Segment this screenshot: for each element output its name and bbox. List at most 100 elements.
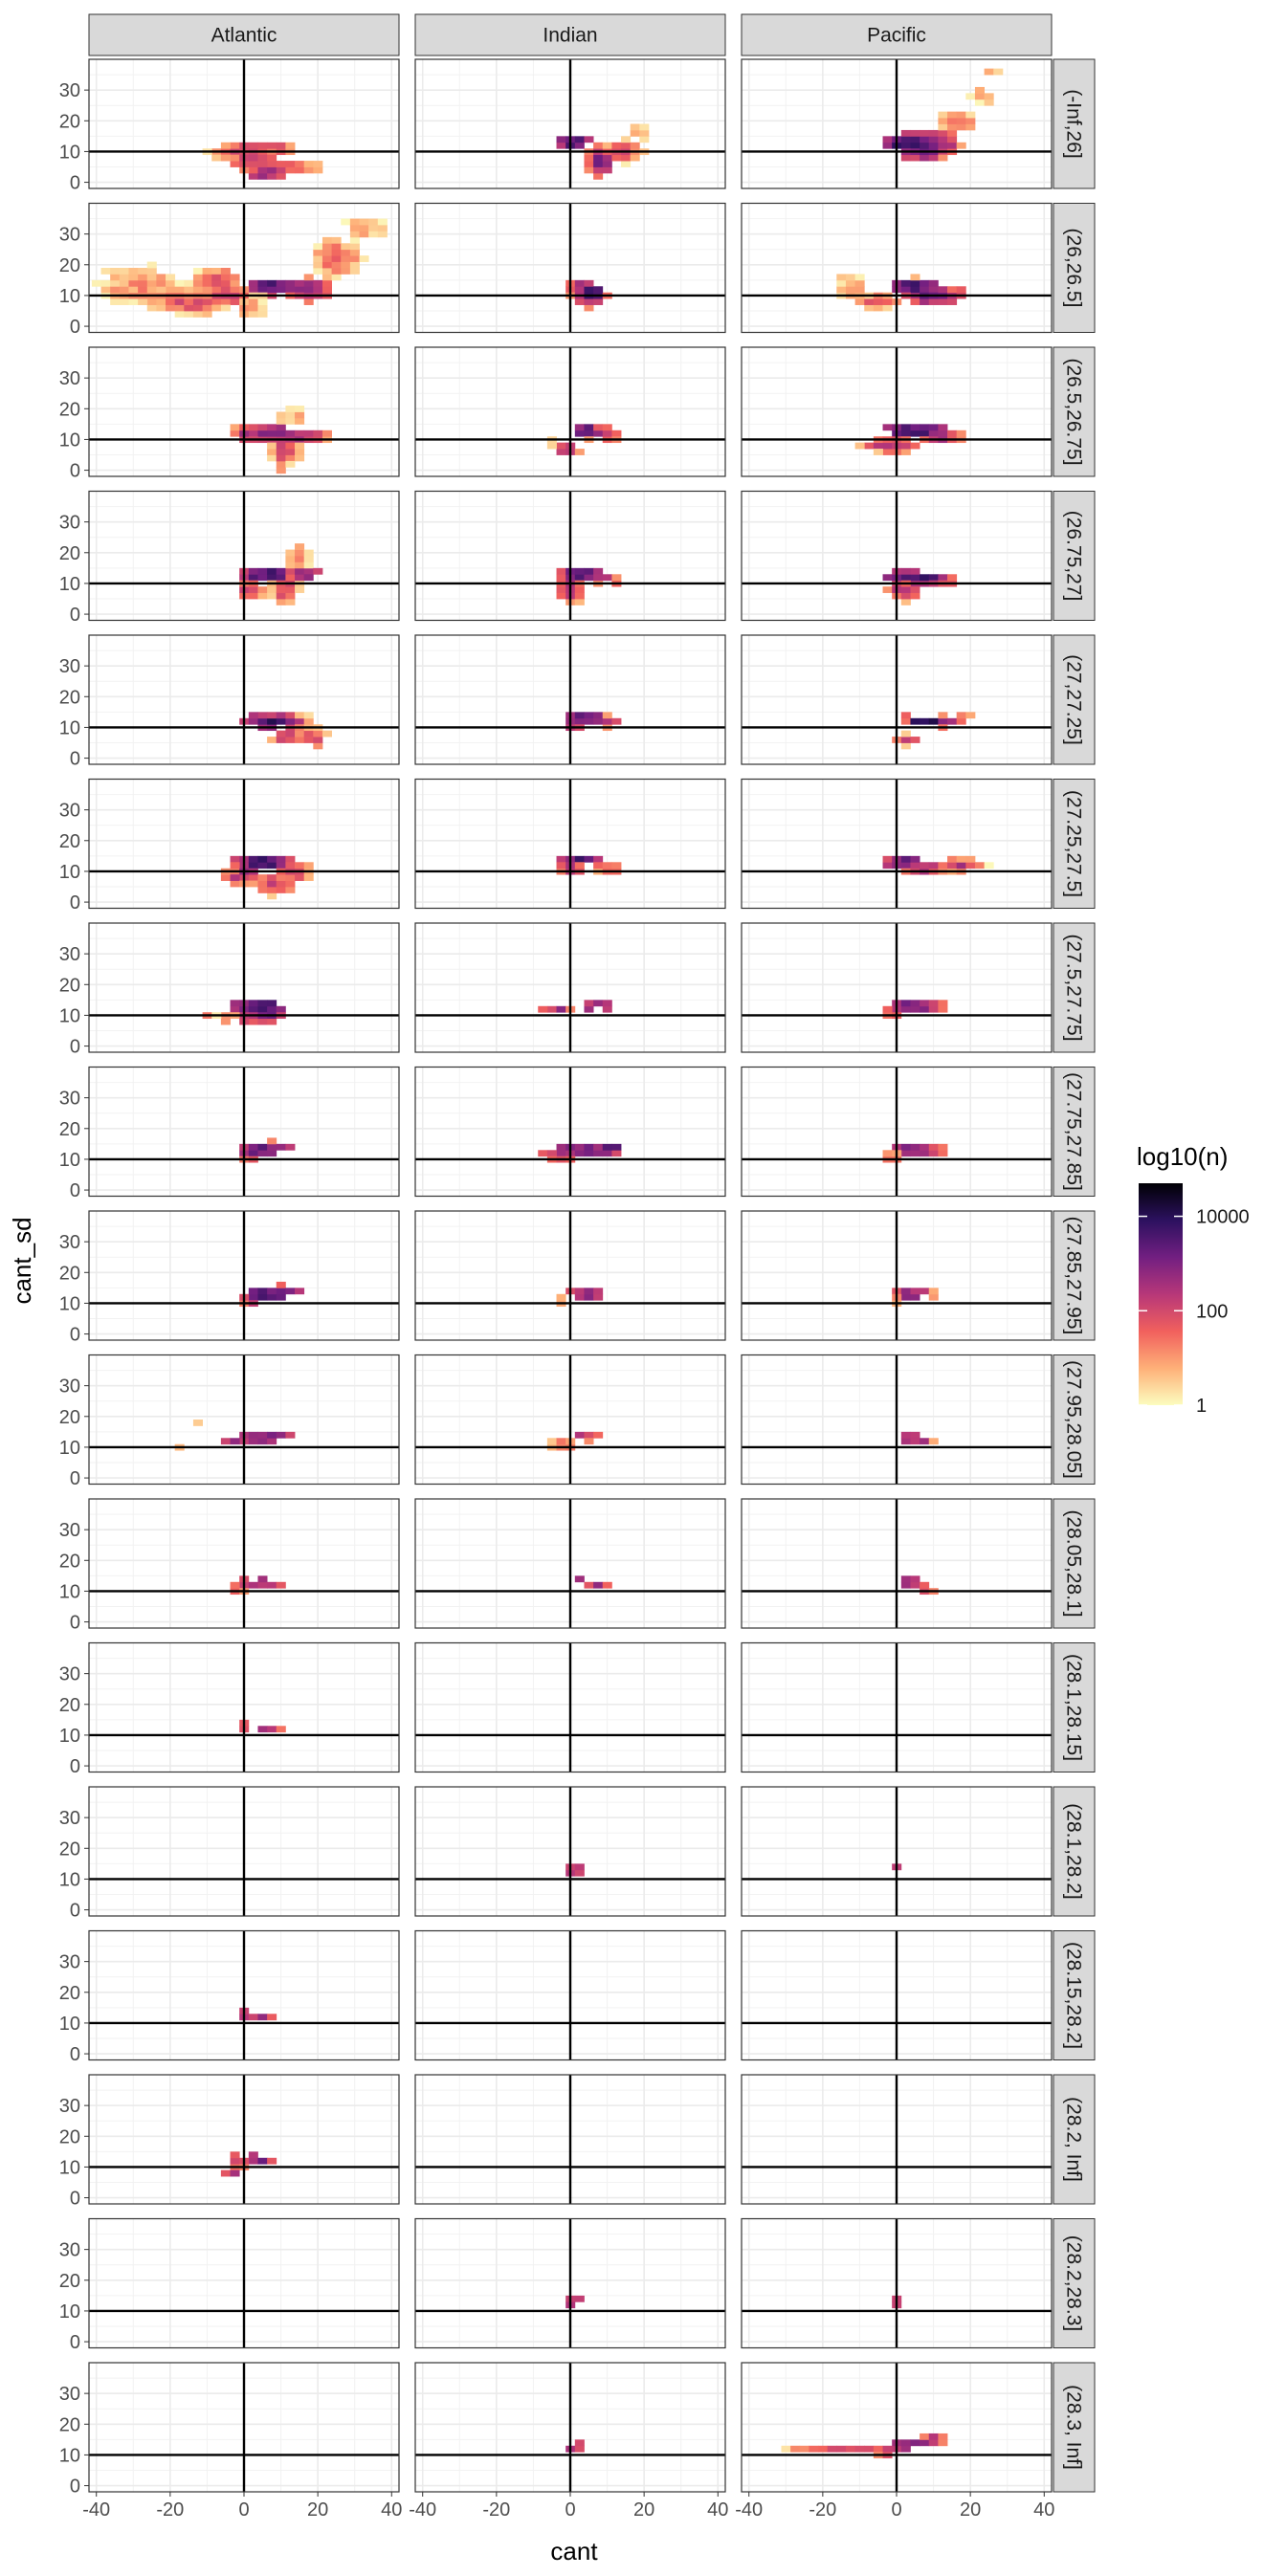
heatmap-tile	[621, 161, 632, 167]
heatmap-tile	[910, 154, 920, 162]
heatmap-tile	[313, 742, 323, 750]
heatmap-tile	[295, 406, 305, 412]
x-tick-label: 0	[891, 2499, 901, 2521]
y-tick-label: 10	[59, 142, 80, 163]
heatmap-tile	[257, 887, 268, 893]
y-tick-label: 0	[70, 1468, 80, 1489]
heatmap-tile	[184, 298, 194, 305]
heatmap-tile	[956, 123, 966, 131]
legend-label: 100	[1196, 1301, 1228, 1322]
heatmap-tile	[873, 298, 883, 305]
heatmap-tile	[285, 1431, 296, 1439]
heatmap-tile	[119, 298, 129, 305]
heatmap-tile	[211, 279, 222, 287]
heatmap-tile	[910, 424, 920, 431]
heatmap-tile	[184, 279, 194, 287]
heatmap-tile	[230, 2157, 240, 2165]
heatmap-tile	[156, 286, 166, 294]
heatmap-tile	[313, 261, 323, 269]
heatmap-tile	[947, 118, 958, 124]
y-tick-label: 20	[59, 2126, 80, 2147]
heatmap-tile	[220, 1018, 231, 1025]
heatmap-tile	[938, 1143, 948, 1151]
y-tick-label: 20	[59, 1838, 80, 1860]
heatmap-tile	[938, 298, 948, 305]
facet-panel	[88, 1786, 400, 1917]
facet-panel	[88, 1498, 400, 1629]
heatmap-tile	[928, 286, 939, 294]
heatmap-tile	[781, 2445, 791, 2453]
heatmap-tile	[128, 268, 139, 275]
heatmap-tile	[928, 1150, 939, 1157]
heatmap-tile	[276, 592, 286, 600]
heatmap-tile	[230, 274, 240, 281]
heatmap-tile	[230, 874, 240, 881]
heatmap-tile	[900, 429, 911, 437]
heatmap-tile	[267, 712, 277, 719]
y-tick-label: 30	[59, 1664, 80, 1685]
heatmap-tile	[574, 279, 585, 287]
heatmap-tile	[303, 161, 314, 167]
heatmap-tile	[257, 1288, 268, 1295]
y-tick-label: 30	[59, 1232, 80, 1253]
heatmap-tile	[938, 286, 948, 294]
heatmap-tile	[900, 2445, 911, 2453]
heatmap-tile	[257, 172, 268, 180]
heatmap-tile	[910, 274, 920, 281]
heatmap-tile	[910, 298, 920, 305]
heatmap-tile	[836, 286, 847, 294]
x-tick-label: 40	[707, 2499, 728, 2521]
heatmap-tile	[248, 1438, 258, 1445]
facet-panel	[414, 2362, 726, 2493]
heatmap-tile	[119, 268, 129, 275]
panel-border	[414, 2217, 726, 2349]
heatmap-tile	[574, 1431, 585, 1439]
column-strip-pacific: Pacific	[741, 13, 1053, 56]
heatmap-tile	[257, 855, 268, 863]
heatmap-tile	[584, 154, 594, 162]
x-tick-label: -20	[809, 2499, 836, 2521]
heatmap-tile	[574, 1143, 585, 1151]
heatmap-tile	[984, 862, 994, 870]
heatmap-tile	[257, 567, 268, 575]
heatmap-tile	[267, 1288, 277, 1295]
heatmap-tile	[295, 279, 305, 287]
heatmap-tile	[230, 1000, 240, 1007]
heatmap-tile	[974, 99, 985, 106]
heatmap-tile	[257, 862, 268, 870]
heatmap-tile	[267, 887, 277, 893]
heatmap-tile	[845, 2445, 855, 2453]
heatmap-tile	[900, 1575, 911, 1583]
heatmap-tile	[276, 1431, 286, 1439]
heatmap-tile	[556, 592, 566, 600]
heatmap-tile	[220, 1438, 231, 1445]
heatmap-tile	[341, 249, 351, 256]
facet-panel	[414, 2074, 726, 2205]
panel-border	[88, 1786, 400, 1917]
panel-border	[741, 922, 1053, 1053]
panels-layer	[88, 58, 1053, 2493]
heatmap-tile	[900, 142, 911, 149]
row-strip-label: (-Inf,26]	[1063, 89, 1085, 158]
heatmap-tile	[257, 586, 268, 593]
panel-border	[414, 58, 726, 189]
y-tick-label: 20	[59, 255, 80, 276]
heatmap-tile	[854, 279, 865, 287]
heatmap-tile	[285, 737, 296, 743]
heatmap-tile	[138, 286, 148, 294]
heatmap-tile	[146, 274, 157, 281]
heatmap-tile	[257, 1726, 268, 1733]
heatmap-tile	[928, 1293, 939, 1301]
heatmap-tile	[128, 274, 139, 281]
heatmap-tile	[138, 274, 148, 281]
heatmap-tile	[267, 874, 277, 881]
panel-border	[414, 2074, 726, 2205]
heatmap-tile	[809, 2445, 819, 2453]
heatmap-tile	[938, 111, 948, 119]
row-strip: (28.1,28.15]	[1053, 1642, 1096, 1772]
heatmap-tile	[574, 586, 585, 593]
heatmap-tile	[341, 268, 351, 275]
heatmap-tile	[166, 298, 176, 305]
panel-border	[741, 2217, 1053, 2349]
facet-panel	[741, 778, 1053, 910]
